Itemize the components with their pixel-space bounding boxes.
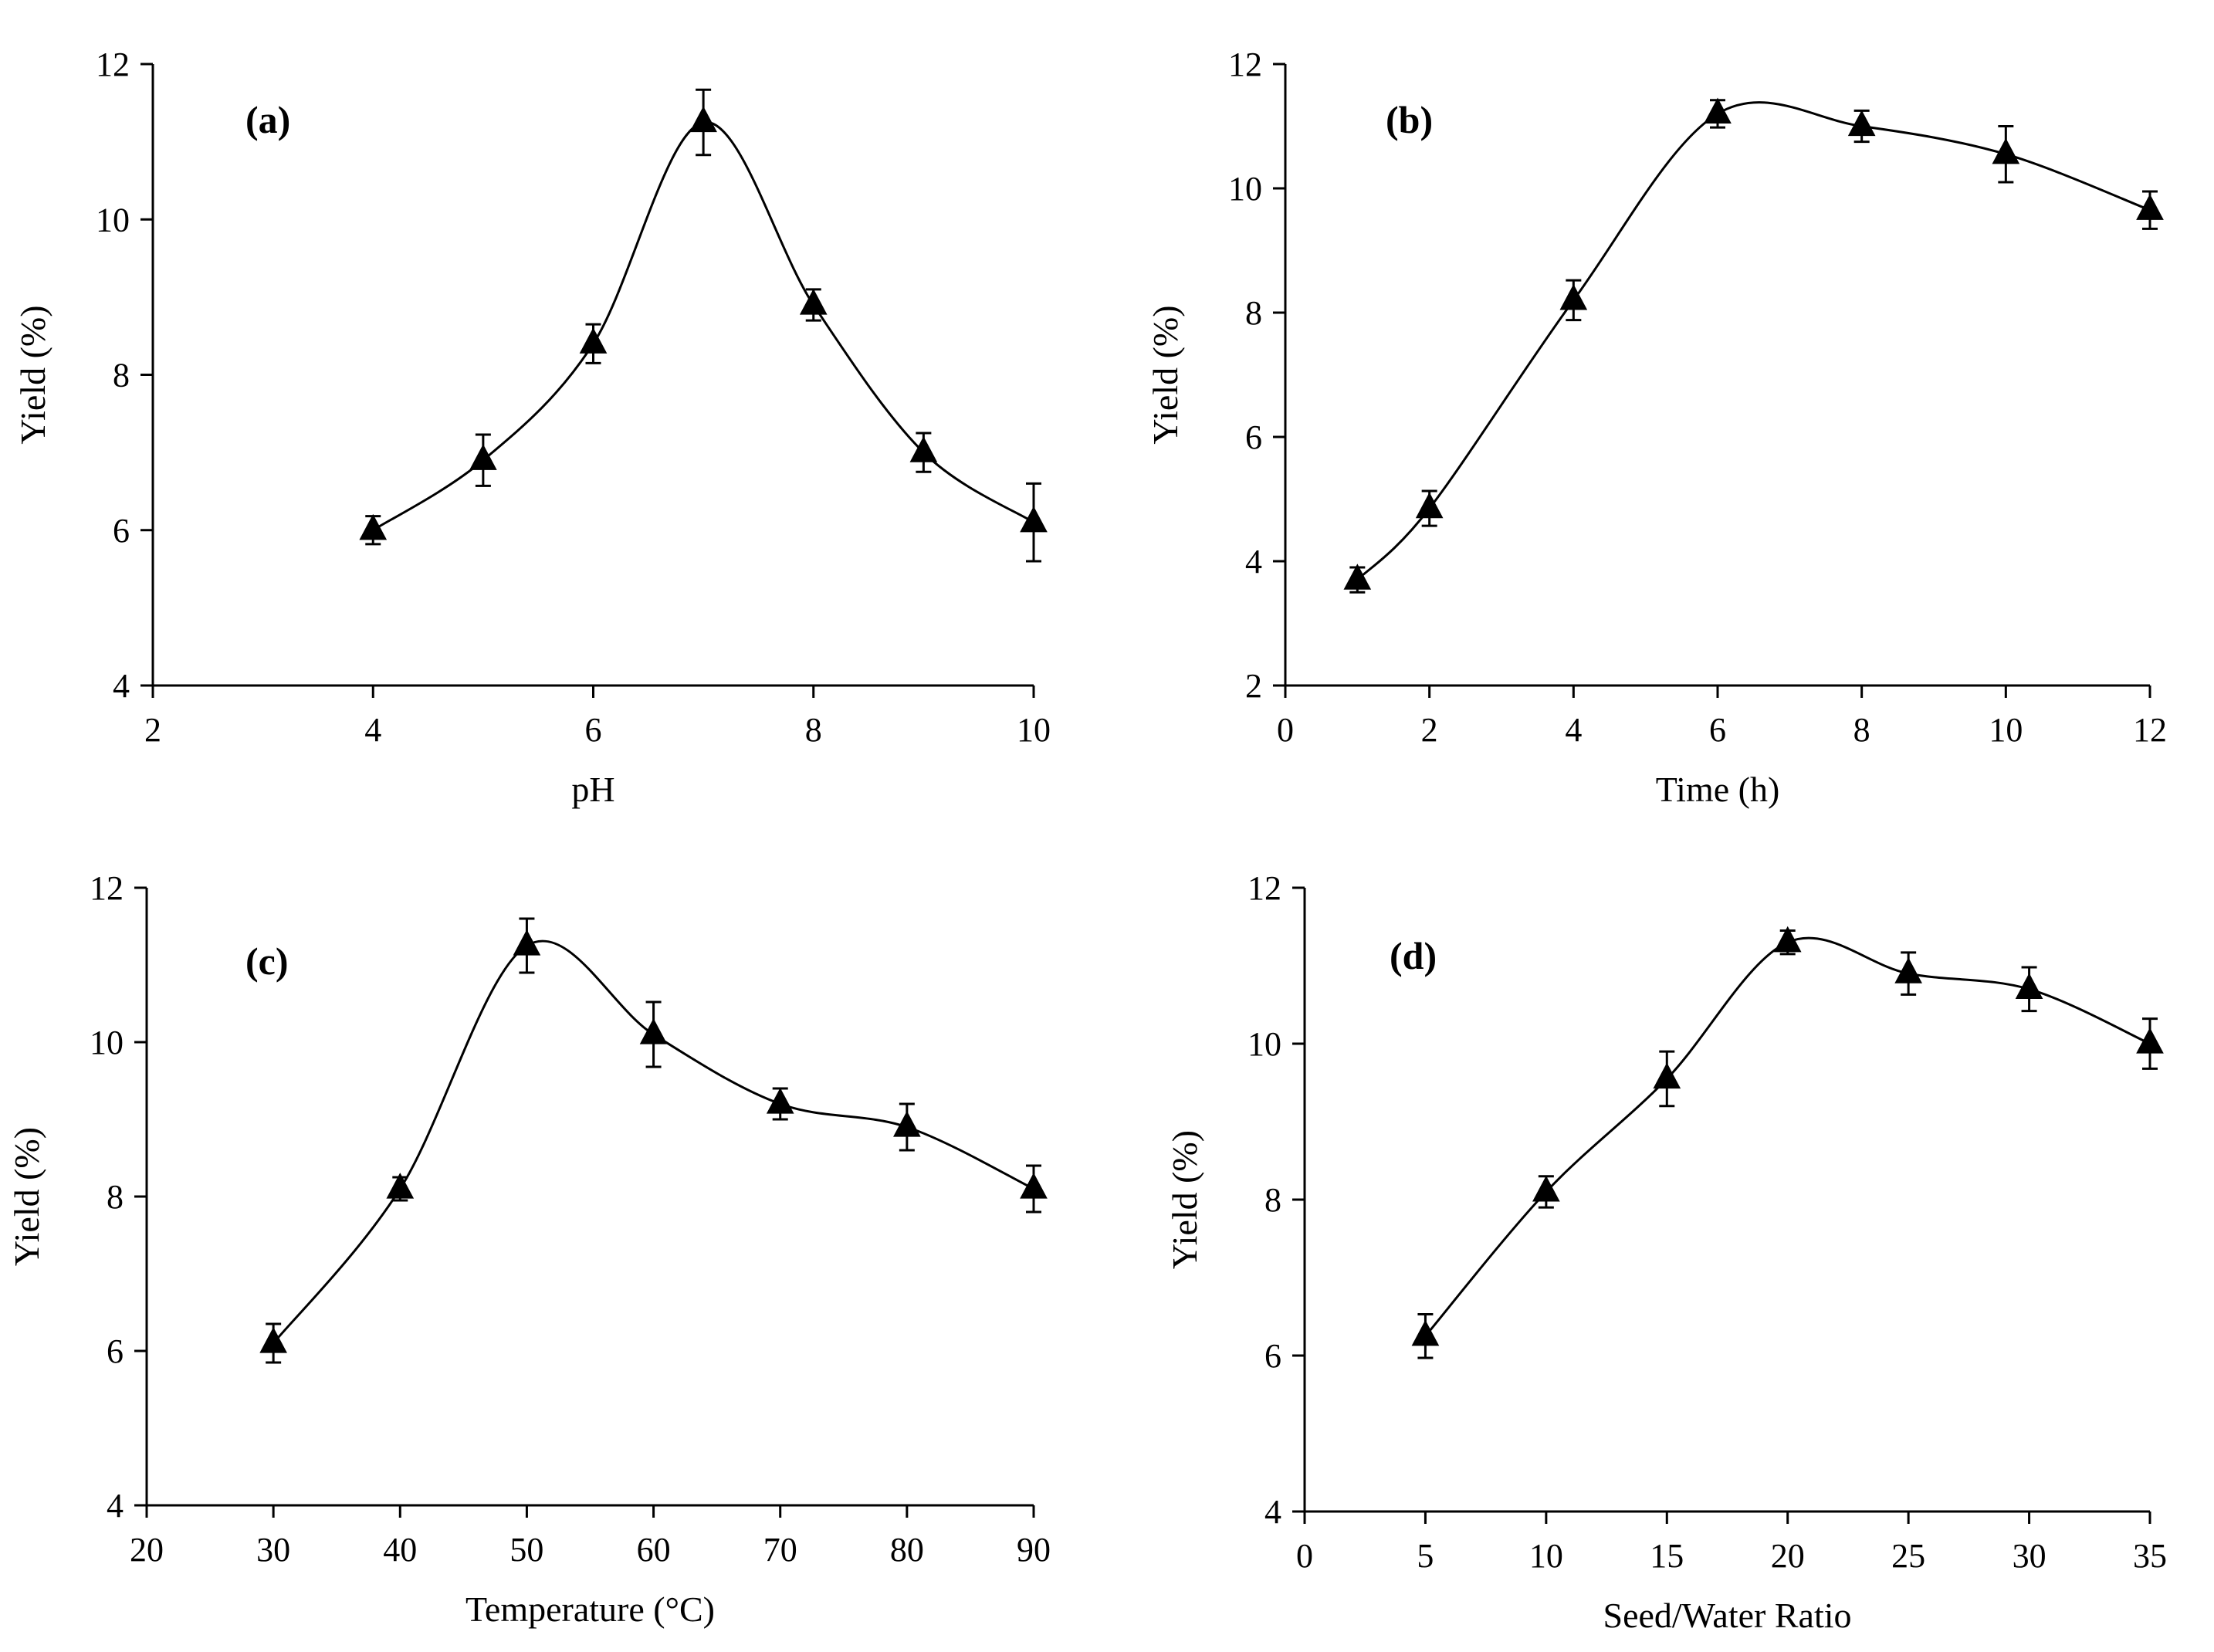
data-point-triangle — [2015, 973, 2043, 999]
y-tick-label: 4 — [1264, 1493, 1281, 1531]
x-tick-label: 6 — [1709, 711, 1726, 749]
data-point-triangle — [799, 289, 828, 315]
x-tick-label: 90 — [1017, 1531, 1051, 1569]
x-tick-label: 25 — [1891, 1537, 1925, 1575]
x-tick-label: 4 — [364, 711, 381, 749]
y-tick-label: 4 — [1245, 543, 1262, 581]
data-point-triangle — [1411, 1319, 1440, 1346]
x-axis-title: pH — [571, 770, 614, 809]
y-tick-label: 6 — [1245, 418, 1262, 456]
panel-d: 4 6 8 10 12 0 5 10 15 20 25 30 35 Seed/Water Ratio Yie… — [1165, 869, 2167, 1635]
data-point-triangle — [2136, 1027, 2164, 1054]
x-tick-label: 4 — [1565, 711, 1582, 749]
x-axis-title: Temperature (°C) — [465, 1589, 715, 1629]
y-axis-title: Yield (%) — [1146, 305, 1185, 444]
panel-label: (a) — [245, 98, 290, 141]
y-tick-label: 4 — [107, 1487, 124, 1525]
y-axis-title: Yield (%) — [13, 305, 52, 444]
data-point-triangle — [1559, 283, 1588, 310]
y-axis-title: Yield (%) — [7, 1127, 46, 1266]
x-tick-label: 6 — [585, 711, 602, 749]
y-tick-label: 10 — [96, 201, 130, 239]
x-tick-label: 15 — [1650, 1537, 1684, 1575]
x-tick-label: 40 — [383, 1531, 417, 1569]
data-point-triangle — [2136, 194, 2164, 220]
x-tick-label: 70 — [763, 1531, 797, 1569]
x-axis-title: Time (h) — [1656, 770, 1780, 809]
x-tick-label: 10 — [1989, 711, 2023, 749]
y-tick-label: 12 — [90, 869, 124, 907]
y-tick-label: 4 — [113, 667, 130, 705]
x-tick-label: 30 — [2013, 1537, 2046, 1575]
x-tick-label: 0 — [1296, 1537, 1313, 1575]
y-axis-title: Yield (%) — [1165, 1130, 1204, 1269]
data-point-triangle — [1773, 926, 1802, 953]
y-tick-label: 10 — [1228, 170, 1262, 208]
x-tick-label: 20 — [130, 1531, 164, 1569]
data-point-triangle — [1532, 1175, 1560, 1202]
x-tick-label: 8 — [805, 711, 822, 749]
y-tick-label: 8 — [107, 1178, 124, 1216]
data-point-triangle — [469, 444, 497, 470]
data-point-triangle — [579, 327, 608, 354]
x-tick-label: 30 — [256, 1531, 290, 1569]
y-tick-label: 12 — [96, 46, 130, 83]
data-point-triangle — [359, 513, 388, 540]
y-tick-label: 8 — [113, 357, 130, 394]
data-point-triangle — [1415, 492, 1444, 519]
x-tick-label: 35 — [2133, 1537, 2167, 1575]
data-point-triangle — [1992, 137, 2020, 164]
x-tick-label: 5 — [1417, 1537, 1434, 1575]
x-tick-label: 10 — [1529, 1537, 1563, 1575]
y-tick-label: 6 — [1264, 1337, 1281, 1375]
data-point-triangle — [1847, 110, 1876, 137]
data-point-triangle — [513, 929, 541, 956]
panel-label: (b) — [1386, 98, 1433, 141]
panel-label: (d) — [1390, 934, 1437, 977]
x-tick-label: 60 — [637, 1531, 671, 1569]
data-point-triangle — [1020, 506, 1048, 533]
x-tick-label: 80 — [890, 1531, 924, 1569]
x-axis-title: Seed/Water Ratio — [1603, 1596, 1851, 1635]
y-tick-label: 10 — [1247, 1025, 1281, 1063]
x-tick-label: 8 — [1853, 711, 1870, 749]
data-point-triangle — [909, 436, 938, 462]
y-tick-label: 12 — [1228, 46, 1262, 83]
data-point-triangle — [259, 1327, 287, 1353]
data-point-triangle — [639, 1018, 668, 1044]
y-tick-label: 6 — [107, 1332, 124, 1370]
data-point-triangle — [689, 106, 717, 133]
panel-c: 4 6 8 10 12 20 30 40 50 60 70 80 90 Temperature (°C) Y… — [7, 869, 1051, 1629]
x-tick-label: 2 — [1421, 711, 1438, 749]
data-point-triangle — [1704, 97, 1732, 124]
series-line — [1356, 101, 2151, 581]
x-tick-label: 50 — [509, 1531, 543, 1569]
x-tick-label: 20 — [1771, 1537, 1805, 1575]
data-point-triangle — [386, 1173, 415, 1199]
data-point-triangle — [1894, 957, 1922, 983]
panel-label: (c) — [245, 939, 289, 983]
data-point-triangle — [766, 1088, 794, 1114]
x-tick-label: 2 — [144, 711, 161, 749]
y-tick-label: 8 — [1245, 294, 1262, 332]
y-tick-label: 2 — [1245, 667, 1262, 705]
y-tick-label: 12 — [1247, 869, 1281, 907]
x-tick-label: 0 — [1277, 711, 1294, 749]
data-point-triangle — [1020, 1173, 1048, 1199]
x-tick-label: 10 — [1017, 711, 1051, 749]
data-point-triangle — [1343, 564, 1372, 590]
y-tick-label: 8 — [1264, 1181, 1281, 1219]
x-tick-label: 12 — [2133, 711, 2167, 749]
data-point-triangle — [1653, 1062, 1681, 1089]
data-point-triangle — [893, 1111, 921, 1137]
y-tick-label: 6 — [113, 512, 130, 550]
y-tick-label: 10 — [90, 1024, 124, 1061]
